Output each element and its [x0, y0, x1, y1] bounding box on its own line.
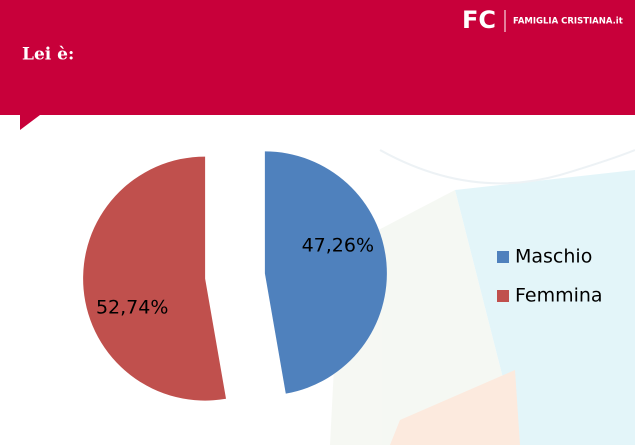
- legend-swatch: [497, 251, 509, 263]
- legend-label: Femmina: [515, 285, 603, 307]
- data-label: 47,26%: [302, 235, 374, 257]
- deco-shape: [455, 170, 635, 445]
- header-band: [0, 0, 635, 115]
- pie-slice: [264, 151, 387, 394]
- deco-shape: [390, 370, 520, 445]
- brand-logo: FC: [462, 6, 496, 34]
- data-label: 52,74%: [96, 296, 168, 318]
- header-notch: [20, 115, 40, 130]
- brand-name: FAMIGLIA CRISTIANA.it: [513, 17, 623, 27]
- pie-slice: [83, 156, 227, 401]
- legend-label: Maschio: [515, 246, 592, 268]
- chart-title: Lei è:: [22, 45, 74, 65]
- legend-swatch: [497, 290, 509, 302]
- deco-curve: [379, 149, 635, 185]
